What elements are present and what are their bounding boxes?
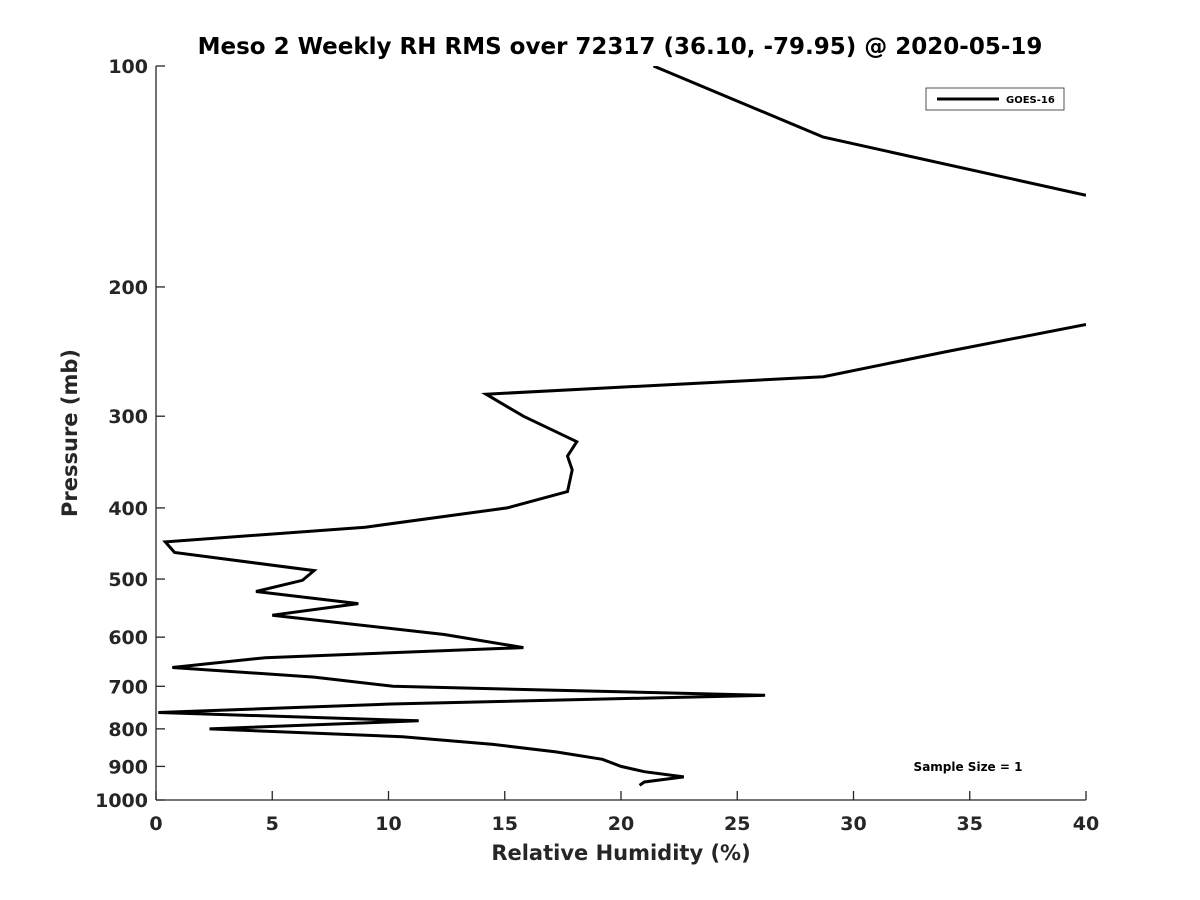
x-tick-label: 25 xyxy=(724,813,750,835)
y-tick-label: 700 xyxy=(108,676,148,698)
chart-title: Meso 2 Weekly RH RMS over 72317 (36.10, … xyxy=(198,34,1043,60)
x-tick-label: 5 xyxy=(266,813,279,835)
series-line-goes-16-segment-1 xyxy=(652,66,1086,197)
x-tick-label: 30 xyxy=(840,813,866,835)
sample-size-note: Sample Size = 1 xyxy=(914,760,1023,774)
x-tick-label: 35 xyxy=(957,813,983,835)
x-tick-label: 20 xyxy=(608,813,634,835)
x-tick-label: 10 xyxy=(375,813,401,835)
y-tick-label: 1000 xyxy=(95,790,148,812)
y-tick-label: 800 xyxy=(108,719,148,741)
y-tick-label: 500 xyxy=(108,569,148,591)
legend: GOES-16 xyxy=(925,87,1065,111)
series-layer xyxy=(158,66,1086,787)
x-tick-label: 15 xyxy=(492,813,518,835)
x-tick-label: 0 xyxy=(149,813,162,835)
x-axis-label: Relative Humidity (%) xyxy=(491,841,750,865)
y-tick-label: 100 xyxy=(108,56,148,78)
x-tick-label: 40 xyxy=(1073,813,1099,835)
y-tick-label: 200 xyxy=(108,277,148,299)
series-line-goes-16-segment-2 xyxy=(158,323,1086,787)
y-tick-label: 300 xyxy=(108,406,148,428)
y-axis-ticks: 100 200 300 400 500 600 700 800 900 1000 xyxy=(95,56,165,812)
y-tick-label: 900 xyxy=(108,756,148,778)
y-tick-label: 400 xyxy=(108,498,148,520)
y-tick-label: 600 xyxy=(108,627,148,649)
x-axis-ticks: 0 5 10 15 20 25 30 35 40 xyxy=(149,791,1099,835)
y-axis-label: Pressure (mb) xyxy=(58,349,82,517)
legend-label-goes-16: GOES-16 xyxy=(1006,95,1055,106)
